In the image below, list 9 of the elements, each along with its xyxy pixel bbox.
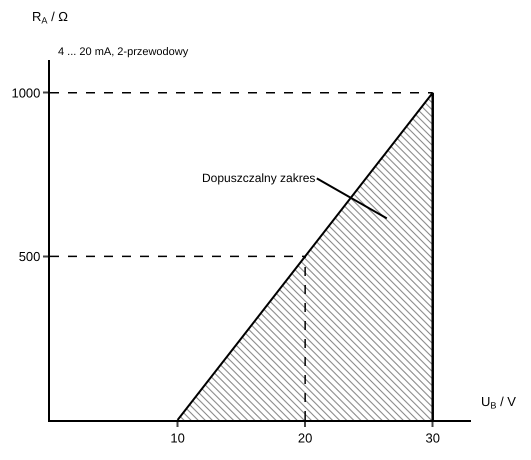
text: 4 ... 20 mA, 2-przewodowy xyxy=(58,46,189,58)
x-axis-title: U$_{B}$ / V xyxy=(481,394,516,411)
x-tick-label: 10 xyxy=(170,430,185,446)
annotation: Dopuszczalny zakres xyxy=(202,171,316,185)
y-tick-label: 500 xyxy=(18,248,40,264)
y-tick-label: 1000 xyxy=(11,85,40,100)
x-tick-label: 20 xyxy=(298,430,312,446)
x-tick-label: 30 xyxy=(425,430,440,446)
y-axis-title: R$_{A}$ / Ω xyxy=(32,9,68,26)
